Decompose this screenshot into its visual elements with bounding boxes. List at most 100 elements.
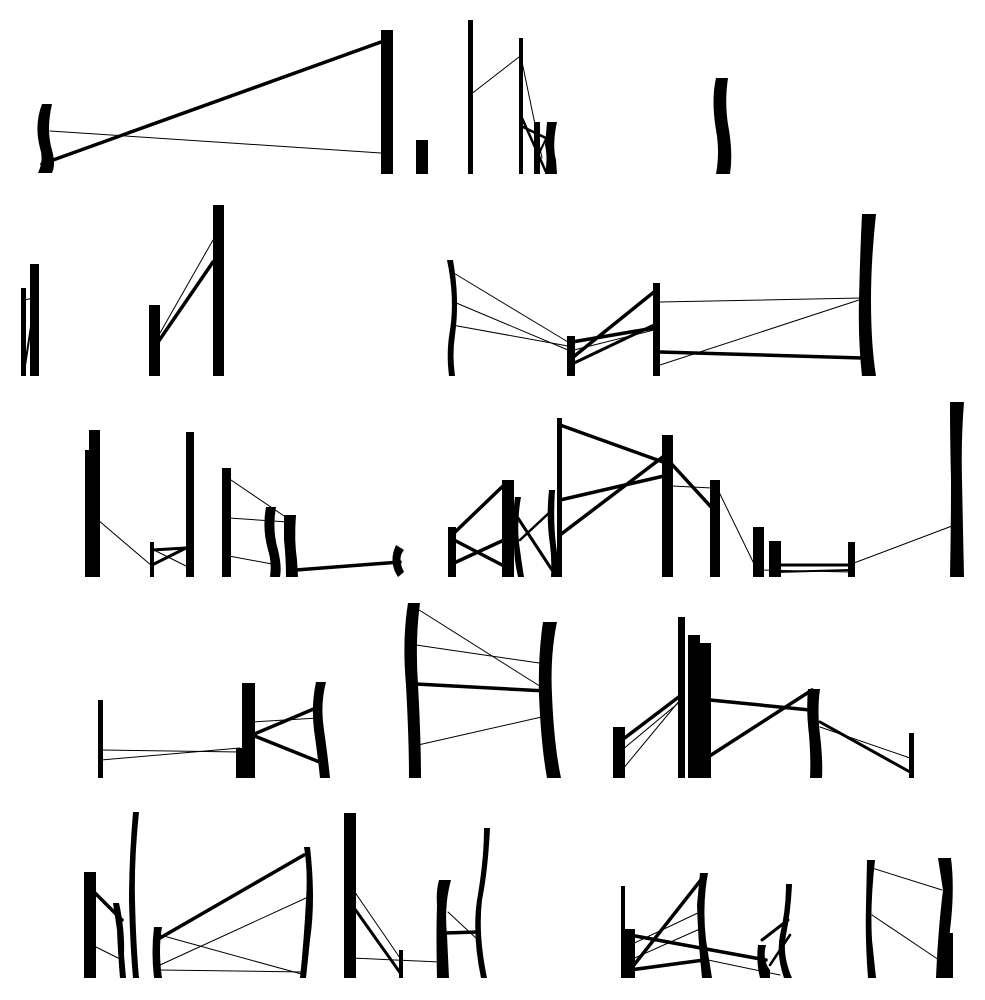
- vertical-post: [613, 727, 625, 778]
- connector: [452, 538, 506, 565]
- connector: [153, 549, 187, 567]
- connector: [761, 569, 851, 573]
- connector: [628, 933, 768, 962]
- connector: [351, 957, 441, 963]
- connector: [227, 477, 291, 521]
- vertical-post: [85, 450, 90, 577]
- vertical-post: [416, 140, 428, 174]
- connector: [520, 116, 548, 174]
- connector: [629, 927, 703, 961]
- connector: [40, 40, 383, 166]
- connector: [158, 853, 306, 940]
- vertical-post: [399, 950, 403, 978]
- connector: [570, 290, 656, 360]
- connector: [294, 560, 402, 572]
- curved-post: [778, 884, 792, 978]
- curved-post: [264, 507, 281, 577]
- vertical-post: [710, 480, 720, 577]
- row-3: [85, 402, 964, 577]
- connector: [49, 130, 382, 154]
- curved-post: [312, 682, 330, 778]
- curved-post: [475, 828, 490, 978]
- connector: [150, 546, 188, 567]
- connector: [415, 644, 547, 665]
- connector: [23, 319, 33, 373]
- connector: [451, 324, 569, 347]
- vertical-post: [699, 643, 711, 778]
- vertical-post: [448, 527, 456, 577]
- vertical-post: [344, 813, 356, 978]
- connector: [415, 607, 547, 691]
- connector: [150, 546, 188, 552]
- connector: [443, 930, 480, 935]
- connector: [573, 329, 655, 351]
- connector: [658, 350, 864, 360]
- connector: [159, 969, 306, 973]
- connector: [447, 911, 479, 941]
- vertical-post: [21, 288, 26, 376]
- vertical-post: [98, 700, 103, 778]
- connector: [159, 934, 306, 976]
- connector: [350, 903, 403, 976]
- curved-post: [447, 260, 458, 376]
- connector: [768, 933, 792, 967]
- connector: [512, 510, 554, 572]
- connector: [659, 297, 863, 303]
- vertical-post: [519, 38, 523, 174]
- vertical-post: [149, 305, 160, 376]
- connector: [518, 510, 552, 542]
- vertical-post: [621, 886, 625, 978]
- connector: [558, 423, 665, 464]
- curved-post: [113, 903, 126, 978]
- connector: [450, 483, 506, 537]
- row-4: [98, 603, 914, 778]
- vertical-post: [89, 430, 100, 577]
- curved-post: [300, 847, 313, 978]
- curved-post: [404, 603, 421, 778]
- curved-post: [950, 402, 964, 577]
- vertical-post: [84, 872, 96, 978]
- connector: [451, 271, 569, 343]
- curved-post: [713, 78, 732, 174]
- vertical-post: [30, 264, 39, 376]
- curved-post: [538, 622, 561, 778]
- vertical-post: [213, 205, 224, 376]
- connector: [90, 888, 124, 922]
- connector: [351, 887, 401, 959]
- vertical-post: [624, 929, 635, 978]
- curved-post: [37, 104, 54, 173]
- vertical-post: [222, 468, 231, 577]
- row-1: [37, 20, 732, 174]
- connector: [666, 458, 714, 510]
- connector: [707, 959, 781, 976]
- connector: [91, 944, 119, 959]
- vertical-post: [769, 541, 781, 577]
- curved-post: [807, 689, 823, 778]
- connector: [629, 911, 701, 946]
- connector: [819, 726, 911, 759]
- row-2: [21, 205, 876, 376]
- connector: [871, 914, 943, 963]
- curved-post: [436, 880, 451, 978]
- connector: [570, 323, 656, 366]
- vertical-post: [534, 122, 540, 174]
- connector: [250, 706, 318, 737]
- connector: [671, 485, 713, 489]
- connector: [97, 519, 153, 567]
- connector: [620, 694, 682, 742]
- vertical-post: [381, 30, 393, 174]
- curved-post: [697, 873, 712, 978]
- connector: [535, 125, 553, 161]
- connector: [621, 699, 681, 771]
- curved-post: [757, 945, 770, 978]
- connector: [558, 474, 666, 502]
- connector: [228, 555, 273, 565]
- vertical-post: [945, 933, 953, 978]
- vertical-post: [150, 542, 154, 577]
- connector: [228, 517, 289, 523]
- connector: [250, 733, 324, 765]
- connector: [469, 56, 520, 96]
- connector: [628, 958, 706, 972]
- connector: [520, 56, 543, 159]
